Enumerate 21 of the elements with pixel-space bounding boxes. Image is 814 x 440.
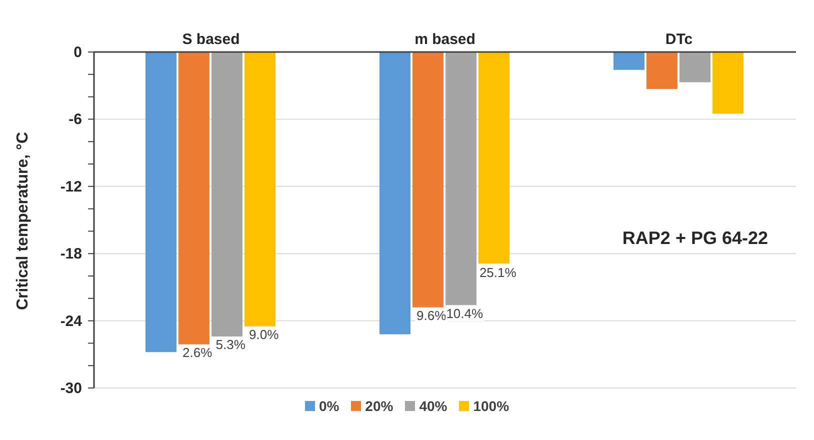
y-tick-label: -12 xyxy=(60,178,82,196)
legend-label: 0% xyxy=(318,398,340,414)
y-tick-label: -30 xyxy=(60,380,82,397)
y-tick-label: 0 xyxy=(74,44,82,61)
x-tick-label: m based xyxy=(414,31,476,48)
x-tick-label: DTc xyxy=(665,31,693,48)
annotation: RAP2 + PG 64-22 xyxy=(622,228,768,249)
y-axis-title: Critical temperature, °C xyxy=(14,132,32,310)
annotation: 5.3% xyxy=(214,337,246,352)
y-tick-label: -24 xyxy=(60,312,83,330)
annotation: 10.4% xyxy=(445,306,484,322)
annotation: 9.6% xyxy=(416,308,448,324)
annotation: 9.0% xyxy=(248,327,280,342)
y-tick-label: -6 xyxy=(68,111,82,128)
legend-label: 100% xyxy=(472,398,510,414)
x-tick-label: S based xyxy=(182,31,240,48)
annotation: 25.1% xyxy=(478,264,518,280)
annotation: 2.6% xyxy=(182,345,214,360)
legend-label: 20% xyxy=(364,398,394,414)
y-tick-label: -18 xyxy=(60,246,82,263)
legend-label: 40% xyxy=(418,398,448,414)
